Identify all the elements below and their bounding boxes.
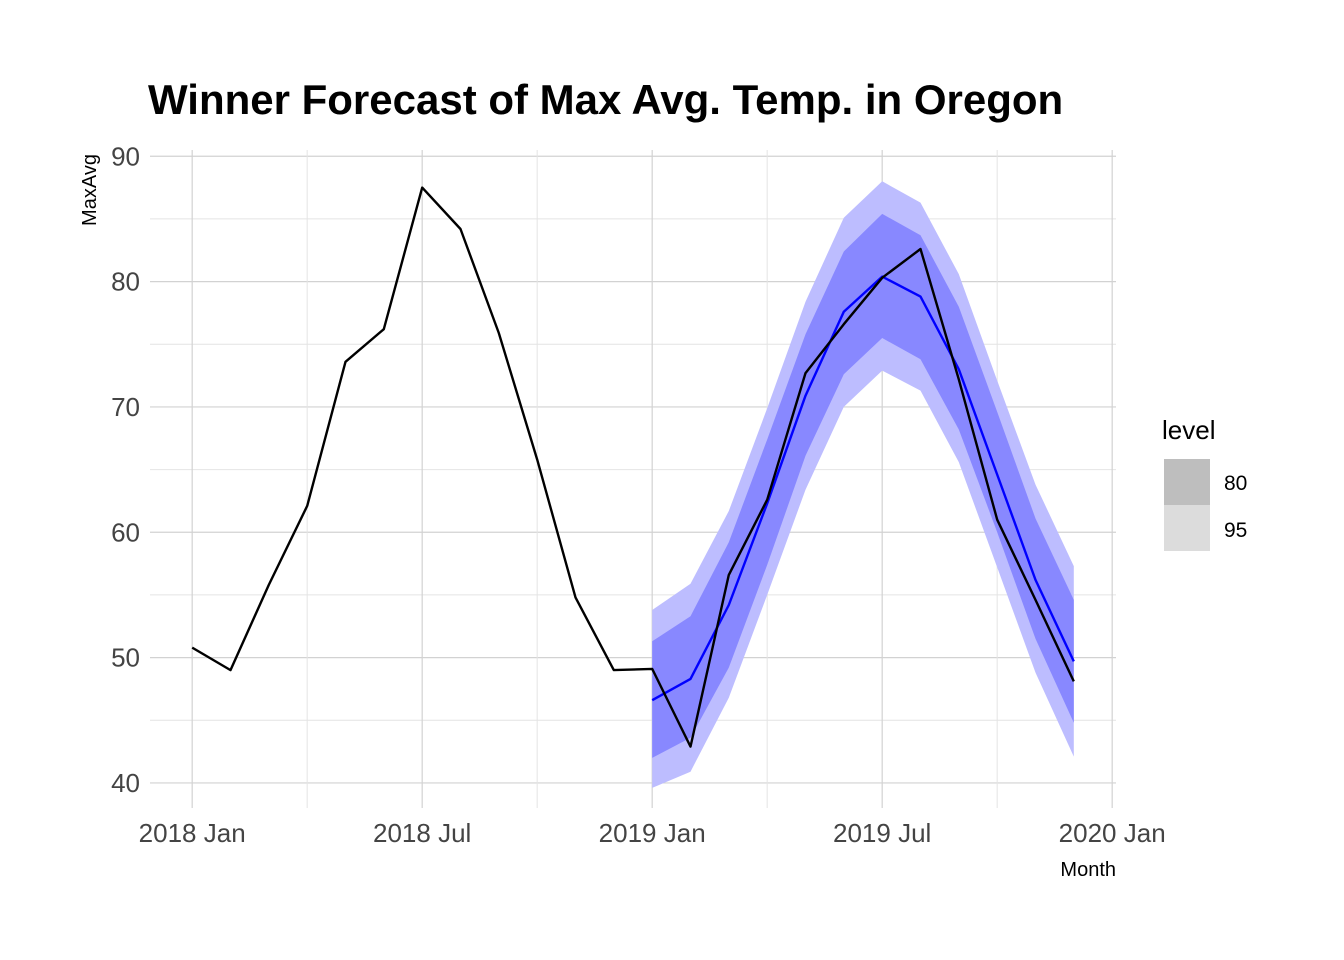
y-tick-label: 50 (111, 643, 140, 673)
x-axis-title: Month (1060, 859, 1116, 881)
legend-swatch-80 (1164, 459, 1210, 505)
y-tick-label: 80 (111, 267, 140, 297)
y-axis-title: MaxAvg (79, 154, 101, 226)
grid (150, 150, 1116, 808)
interval-95-layer (652, 181, 1074, 788)
legend-label-95: 95 (1224, 519, 1247, 542)
x-tick-label: 2018 Jan (139, 818, 246, 848)
chart-title: Winner Forecast of Max Avg. Temp. in Ore… (148, 76, 1063, 123)
tick-labels: 40 50 60 70 80 90 2018 Jan 2018 Jul 2019 Jan 2019… (111, 141, 1166, 848)
y-tick-label: 60 (111, 517, 140, 547)
actual-line (191, 186, 1075, 748)
x-tick-label: 2018 Jul (373, 818, 471, 848)
x-tick-label: 2019 Jul (833, 818, 931, 848)
forecast-line (651, 275, 1075, 702)
legend-swatch-95 (1164, 505, 1210, 551)
y-tick-label: 70 (111, 392, 140, 422)
interval-80-band (652, 213, 1074, 758)
series-layer (191, 186, 1075, 748)
legend-title: level (1162, 415, 1215, 445)
legend-label-80: 80 (1224, 472, 1247, 495)
y-tick-label: 40 (111, 768, 140, 798)
x-tick-label: 2019 Jan (599, 818, 706, 848)
interval-95-band (652, 181, 1074, 788)
x-tick-label: 2020 Jan (1059, 818, 1166, 848)
interval-80-layer (652, 213, 1074, 758)
legend: level 80 95 (1162, 415, 1247, 551)
y-tick-label: 90 (111, 141, 140, 171)
